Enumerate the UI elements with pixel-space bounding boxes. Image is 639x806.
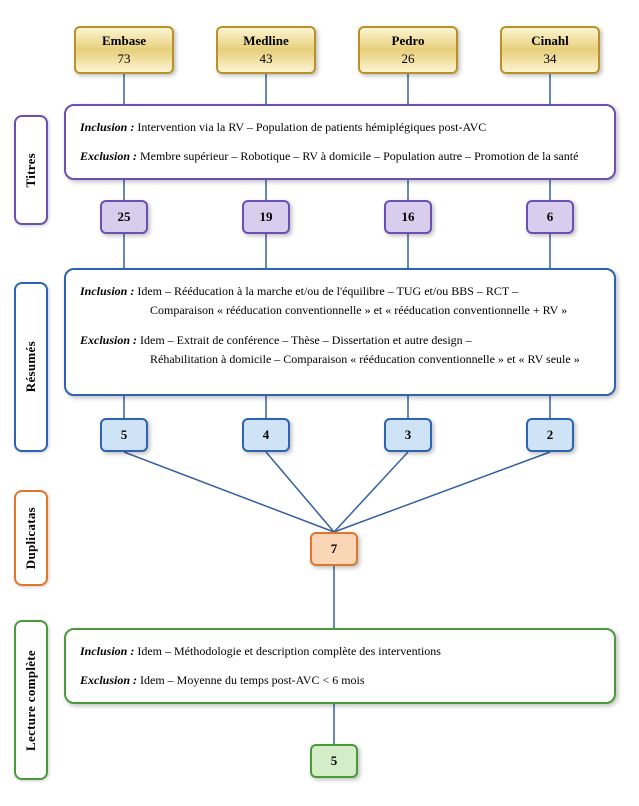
inclusion-label: Inclusion : — [80, 120, 134, 134]
stage-label: Résumés — [23, 341, 39, 392]
exclusion-line: Exclusion : Membre supérieur – Robotique… — [80, 147, 600, 166]
inclusion-line: Inclusion : Intervention via la RV – Pop… — [80, 118, 600, 137]
db-name: Medline — [243, 33, 289, 49]
exclusion-label: Exclusion : — [80, 673, 137, 687]
stage-tab-lecture: Lecture complète — [14, 620, 48, 780]
stage-label: Lecture complète — [23, 650, 39, 751]
lecture-result: 5 — [310, 744, 358, 778]
inclusion-line: Inclusion : Idem – Rééducation à la marc… — [80, 282, 600, 301]
resumes-result: 2 — [526, 418, 574, 452]
db-count: 34 — [544, 51, 557, 67]
criteria-lecture: Inclusion : Idem – Méthodologie et descr… — [64, 628, 616, 704]
inclusion-label: Inclusion : — [80, 284, 134, 298]
db-embase: Embase 73 — [74, 26, 174, 74]
inclusion-line: Inclusion : Idem – Méthodologie et descr… — [80, 642, 600, 661]
exclusion-text2: Réhabilitation à domicile – Comparaison … — [80, 350, 600, 369]
inclusion-text2: Comparaison « rééducation conventionnell… — [80, 301, 600, 320]
db-count: 26 — [402, 51, 415, 67]
db-count: 73 — [118, 51, 131, 67]
inclusion-text: Intervention via la RV – Population de p… — [137, 120, 486, 134]
exclusion-text: Idem – Extrait de conférence – Thèse – D… — [140, 333, 472, 347]
exclusion-label: Exclusion : — [80, 333, 137, 347]
inclusion-text: Idem – Rééducation à la marche et/ou de … — [137, 284, 518, 298]
criteria-resumes: Inclusion : Idem – Rééducation à la marc… — [64, 268, 616, 396]
titres-result: 16 — [384, 200, 432, 234]
db-cinahl: Cinahl 34 — [500, 26, 600, 74]
db-count: 43 — [260, 51, 273, 67]
stage-tab-duplicatas: Duplicatas — [14, 490, 48, 586]
stage-tab-titres: Titres — [14, 115, 48, 225]
stage-label: Titres — [23, 153, 39, 188]
db-name: Pedro — [392, 33, 425, 49]
resumes-result: 3 — [384, 418, 432, 452]
exclusion-line: Exclusion : Idem – Extrait de conférence… — [80, 331, 600, 350]
criteria-titres: Inclusion : Intervention via la RV – Pop… — [64, 104, 616, 180]
db-name: Cinahl — [531, 33, 569, 49]
exclusion-line: Exclusion : Idem – Moyenne du temps post… — [80, 671, 600, 690]
inclusion-label: Inclusion : — [80, 644, 134, 658]
stage-label: Duplicatas — [23, 507, 39, 569]
inclusion-text: Idem – Méthodologie et description compl… — [137, 644, 441, 658]
db-pedro: Pedro 26 — [358, 26, 458, 74]
titres-result: 6 — [526, 200, 574, 234]
db-medline: Medline 43 — [216, 26, 316, 74]
db-name: Embase — [102, 33, 146, 49]
titres-result: 19 — [242, 200, 290, 234]
resumes-result: 4 — [242, 418, 290, 452]
exclusion-text: Membre supérieur – Robotique – RV à domi… — [140, 149, 578, 163]
exclusion-text: Idem – Moyenne du temps post-AVC < 6 moi… — [140, 673, 365, 687]
resumes-result: 5 — [100, 418, 148, 452]
duplicatas-result: 7 — [310, 532, 358, 566]
titres-result: 25 — [100, 200, 148, 234]
stage-tab-resumes: Résumés — [14, 282, 48, 452]
exclusion-label: Exclusion : — [80, 149, 137, 163]
